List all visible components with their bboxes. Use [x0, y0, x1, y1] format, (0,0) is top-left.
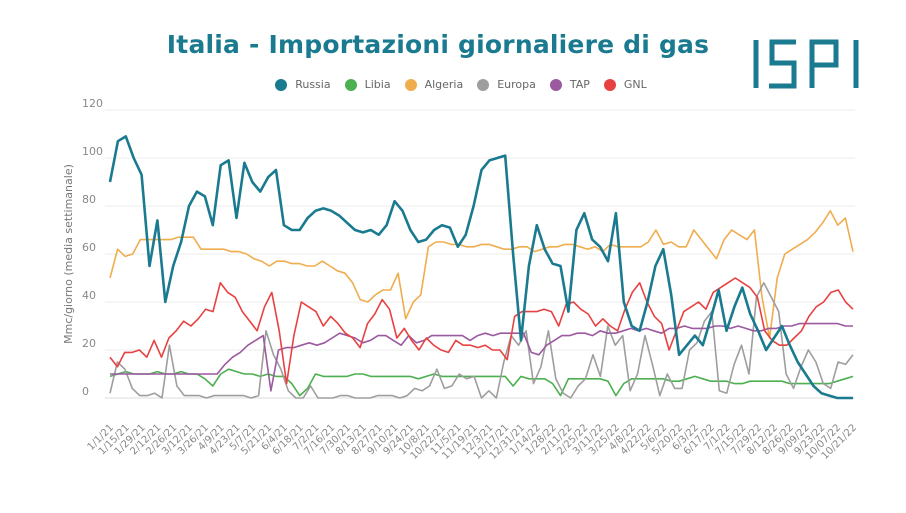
legend-swatch — [344, 78, 357, 91]
series-line-europa — [109, 281, 854, 399]
legend-label: GNL — [623, 78, 647, 91]
y-tick-label: 120 — [82, 97, 103, 110]
legend-item-europa[interactable]: Europa — [477, 78, 536, 91]
legend-label: Russia — [295, 78, 331, 91]
chart-title: Italia - Importazioni giornaliere di gas — [0, 30, 906, 59]
series-line-russia — [108, 135, 853, 400]
chart-legend: Russia Libia Algeria Europa TAP GNL — [0, 78, 906, 91]
y-tick-label: 20 — [82, 337, 96, 350]
y-tick-label: 0 — [82, 385, 89, 398]
legend-swatch — [477, 78, 490, 91]
ispi-logo — [753, 39, 859, 89]
series-line-tap — [110, 322, 853, 392]
y-tick-label: 40 — [82, 289, 96, 302]
legend-swatch — [404, 78, 417, 91]
legend-swatch — [549, 78, 562, 91]
y-tick-label: 60 — [82, 241, 96, 254]
y-tick-label: 100 — [82, 145, 103, 158]
legend-item-algeria[interactable]: Algeria — [404, 78, 464, 91]
legend-item-libia[interactable]: Libia — [344, 78, 391, 91]
legend-swatch — [603, 78, 616, 91]
legend-label: TAP — [569, 78, 590, 91]
legend-label: Algeria — [424, 78, 464, 91]
legend-swatch — [275, 78, 288, 91]
legend-item-tap[interactable]: TAP — [549, 78, 590, 91]
legend-item-gnl[interactable]: GNL — [603, 78, 647, 91]
y-tick-label: 80 — [82, 193, 96, 206]
series-line-libia — [109, 368, 854, 397]
series-line-algeria — [109, 210, 854, 339]
y-axis-title: Mmc/giorno (media settimanale) — [62, 164, 75, 344]
series-line-gnl — [109, 277, 854, 385]
legend-label: Libia — [364, 78, 391, 91]
legend-item-russia[interactable]: Russia — [275, 78, 331, 91]
chart-title-text: Italia - Importazioni giornaliere di gas — [166, 30, 710, 59]
legend-label: Europa — [497, 78, 536, 91]
